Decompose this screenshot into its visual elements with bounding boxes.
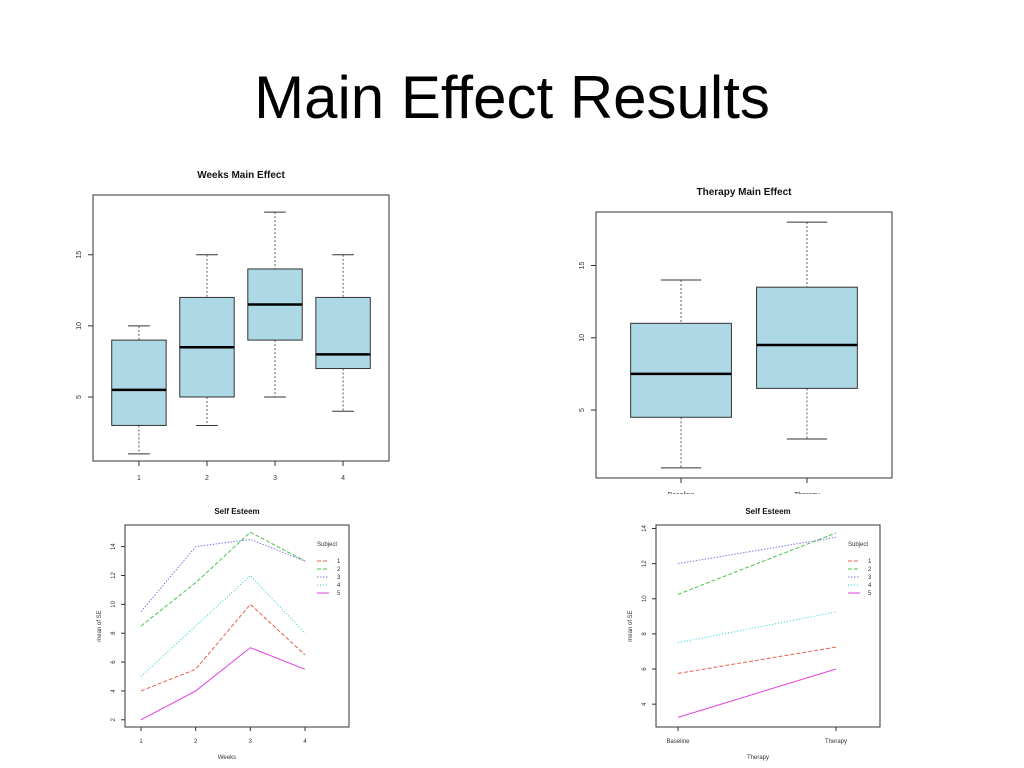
series-line-1 <box>140 603 306 692</box>
legend-label: 4 <box>337 583 341 589</box>
legend-label: 1 <box>337 559 341 565</box>
series-line-4 <box>140 574 306 677</box>
y-tick-label: 8 <box>111 631 117 635</box>
legend-label: 5 <box>868 591 872 597</box>
box <box>315 296 371 370</box>
legend-label: 2 <box>337 567 341 573</box>
x-tick-label: 3 <box>249 739 253 745</box>
x-tick-label: Baseline <box>666 739 690 745</box>
x-axis-label: Therapy <box>747 755 769 761</box>
y-tick-label: 4 <box>642 702 648 706</box>
y-tick-label: 14 <box>642 525 648 532</box>
y-tick-label: 12 <box>642 560 648 567</box>
x-tick-label: 2 <box>205 475 209 482</box>
y-tick-label: 8 <box>642 632 648 636</box>
figure-crop-edge <box>53 487 429 501</box>
series-line-4 <box>677 611 837 644</box>
legend-label: 1 <box>868 559 872 565</box>
legend-label: 3 <box>337 575 341 581</box>
y-tick-label: 6 <box>111 660 117 664</box>
y-tick-label: 10 <box>111 600 117 607</box>
y-tick-label: 2 <box>111 717 117 721</box>
y-axis-label: mean of SE <box>628 610 634 641</box>
chart-title: Weeks Main Effect <box>197 170 285 181</box>
y-tick-label: 6 <box>642 667 648 671</box>
series-line-5 <box>140 647 306 721</box>
box <box>756 286 858 389</box>
legend-title: Subject <box>848 542 868 548</box>
chart-title: Therapy Main Effect <box>696 187 792 198</box>
y-tick-label: 12 <box>111 572 117 579</box>
y-tick-label: 15 <box>579 261 586 269</box>
series-line-5 <box>677 668 837 718</box>
series-line-1 <box>677 646 837 674</box>
y-tick-label: 10 <box>76 322 83 330</box>
y-tick-label: 15 <box>76 251 83 259</box>
box <box>111 339 167 426</box>
legend-label: 3 <box>868 575 872 581</box>
chart-title: Self Esteem <box>745 507 790 516</box>
legend-label: 4 <box>868 583 872 589</box>
x-tick-label: 1 <box>137 475 141 482</box>
x-tick-label: 1 <box>139 739 143 745</box>
x-axis-label: Weeks <box>218 755 236 761</box>
box <box>630 322 732 418</box>
plot-frame <box>92 194 390 462</box>
series-line-2 <box>677 532 837 595</box>
legend-label: 2 <box>868 567 872 573</box>
slide-title: Main Effect Results <box>254 64 770 131</box>
y-tick-label: 4 <box>111 689 117 693</box>
y-tick-label: 5 <box>76 395 83 399</box>
legend-label: 5 <box>337 591 341 597</box>
x-tick-label: 3 <box>273 475 277 482</box>
plot-frame <box>655 524 881 728</box>
y-tick-label: 10 <box>642 595 648 602</box>
plot-frame <box>124 524 350 728</box>
series-line-2 <box>140 531 306 627</box>
legend-title: Subject <box>317 542 337 548</box>
y-tick-label: 5 <box>579 408 586 412</box>
series-line-3 <box>140 538 306 612</box>
plot-frame <box>595 211 893 479</box>
y-tick-label: 14 <box>111 543 117 550</box>
y-axis-label: mean of SE <box>97 610 103 641</box>
chart-title: Self Esteem <box>214 507 259 516</box>
x-tick-label: 2 <box>194 739 198 745</box>
y-tick-label: 10 <box>579 334 586 342</box>
x-tick-label: 4 <box>341 475 345 482</box>
series-line-3 <box>677 536 837 565</box>
figure-crop-edge <box>556 494 932 508</box>
x-tick-label: 4 <box>303 739 307 745</box>
x-tick-label: Therapy <box>825 739 847 745</box>
